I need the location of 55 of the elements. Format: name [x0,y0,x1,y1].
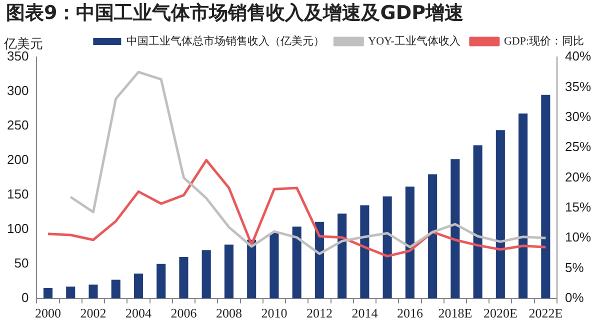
x-tick-label: 2006 [170,306,198,321]
y-tick-label: 50 [14,255,29,270]
bar [179,257,188,298]
y2-tick-label: 10% [564,230,592,245]
bar [360,205,370,298]
y-tick-label: 350 [6,48,29,64]
y-tick-label: 150 [6,186,29,202]
y2-tick-label: 20% [564,169,592,184]
bar [473,145,482,298]
legend-label: 中国工业气体总市场销售收入（亿美元） [126,34,325,48]
x-tick-label: 2018E [438,306,472,321]
bar [541,94,550,298]
x-tick-label: 2022E [528,306,563,321]
y-tick-label: 200 [6,152,29,168]
y-tick-label: 250 [6,118,29,133]
bar [88,284,98,298]
y-axis-title: 亿美元 [3,36,43,52]
bar [270,232,279,298]
bar [111,280,120,298]
bar [405,186,414,298]
x-tick-label: 2000 [35,306,61,321]
bar [43,288,53,298]
x-tick-label: 2002 [80,306,106,321]
legend-label: YOY-工业气体收入 [368,34,460,48]
bar [518,114,528,298]
bar [382,196,392,298]
y2-tick-label: 0% [564,290,584,305]
legend-label: GDP:现价：同比 [504,34,584,48]
x-tick-label: 2004 [125,306,152,321]
x-tick-label: 2016 [396,306,424,321]
bar [202,250,211,298]
bar [292,226,302,298]
y2-tick-label: 35% [564,78,592,94]
bar [224,244,234,298]
y2-tick-label: 25% [564,139,592,154]
bar [496,130,505,298]
bar [450,159,460,298]
y2-tick-label: 30% [564,108,592,124]
x-tick-label: 2008 [216,306,242,321]
y-tick-label: 300 [6,83,29,98]
x-tick-label: 2014 [352,306,378,321]
y2-tick-label: 15% [564,199,592,214]
x-tick-label: 2010 [261,306,288,321]
y-tick-label: 0 [21,290,29,305]
y-tick-label: 100 [6,221,29,236]
bar [66,286,76,298]
bar [156,264,166,298]
x-tick-label: 2020E [483,306,518,321]
x-tick-label: 2012 [306,306,332,321]
bar [428,174,438,298]
y2-tick-label: 5% [564,260,584,275]
bar [134,274,144,298]
bar [338,214,347,298]
y2-tick-label: 40% [564,48,592,64]
chart-title: 图表9：中国工业气体市场销售收入及增速及GDP增速 [5,1,465,26]
